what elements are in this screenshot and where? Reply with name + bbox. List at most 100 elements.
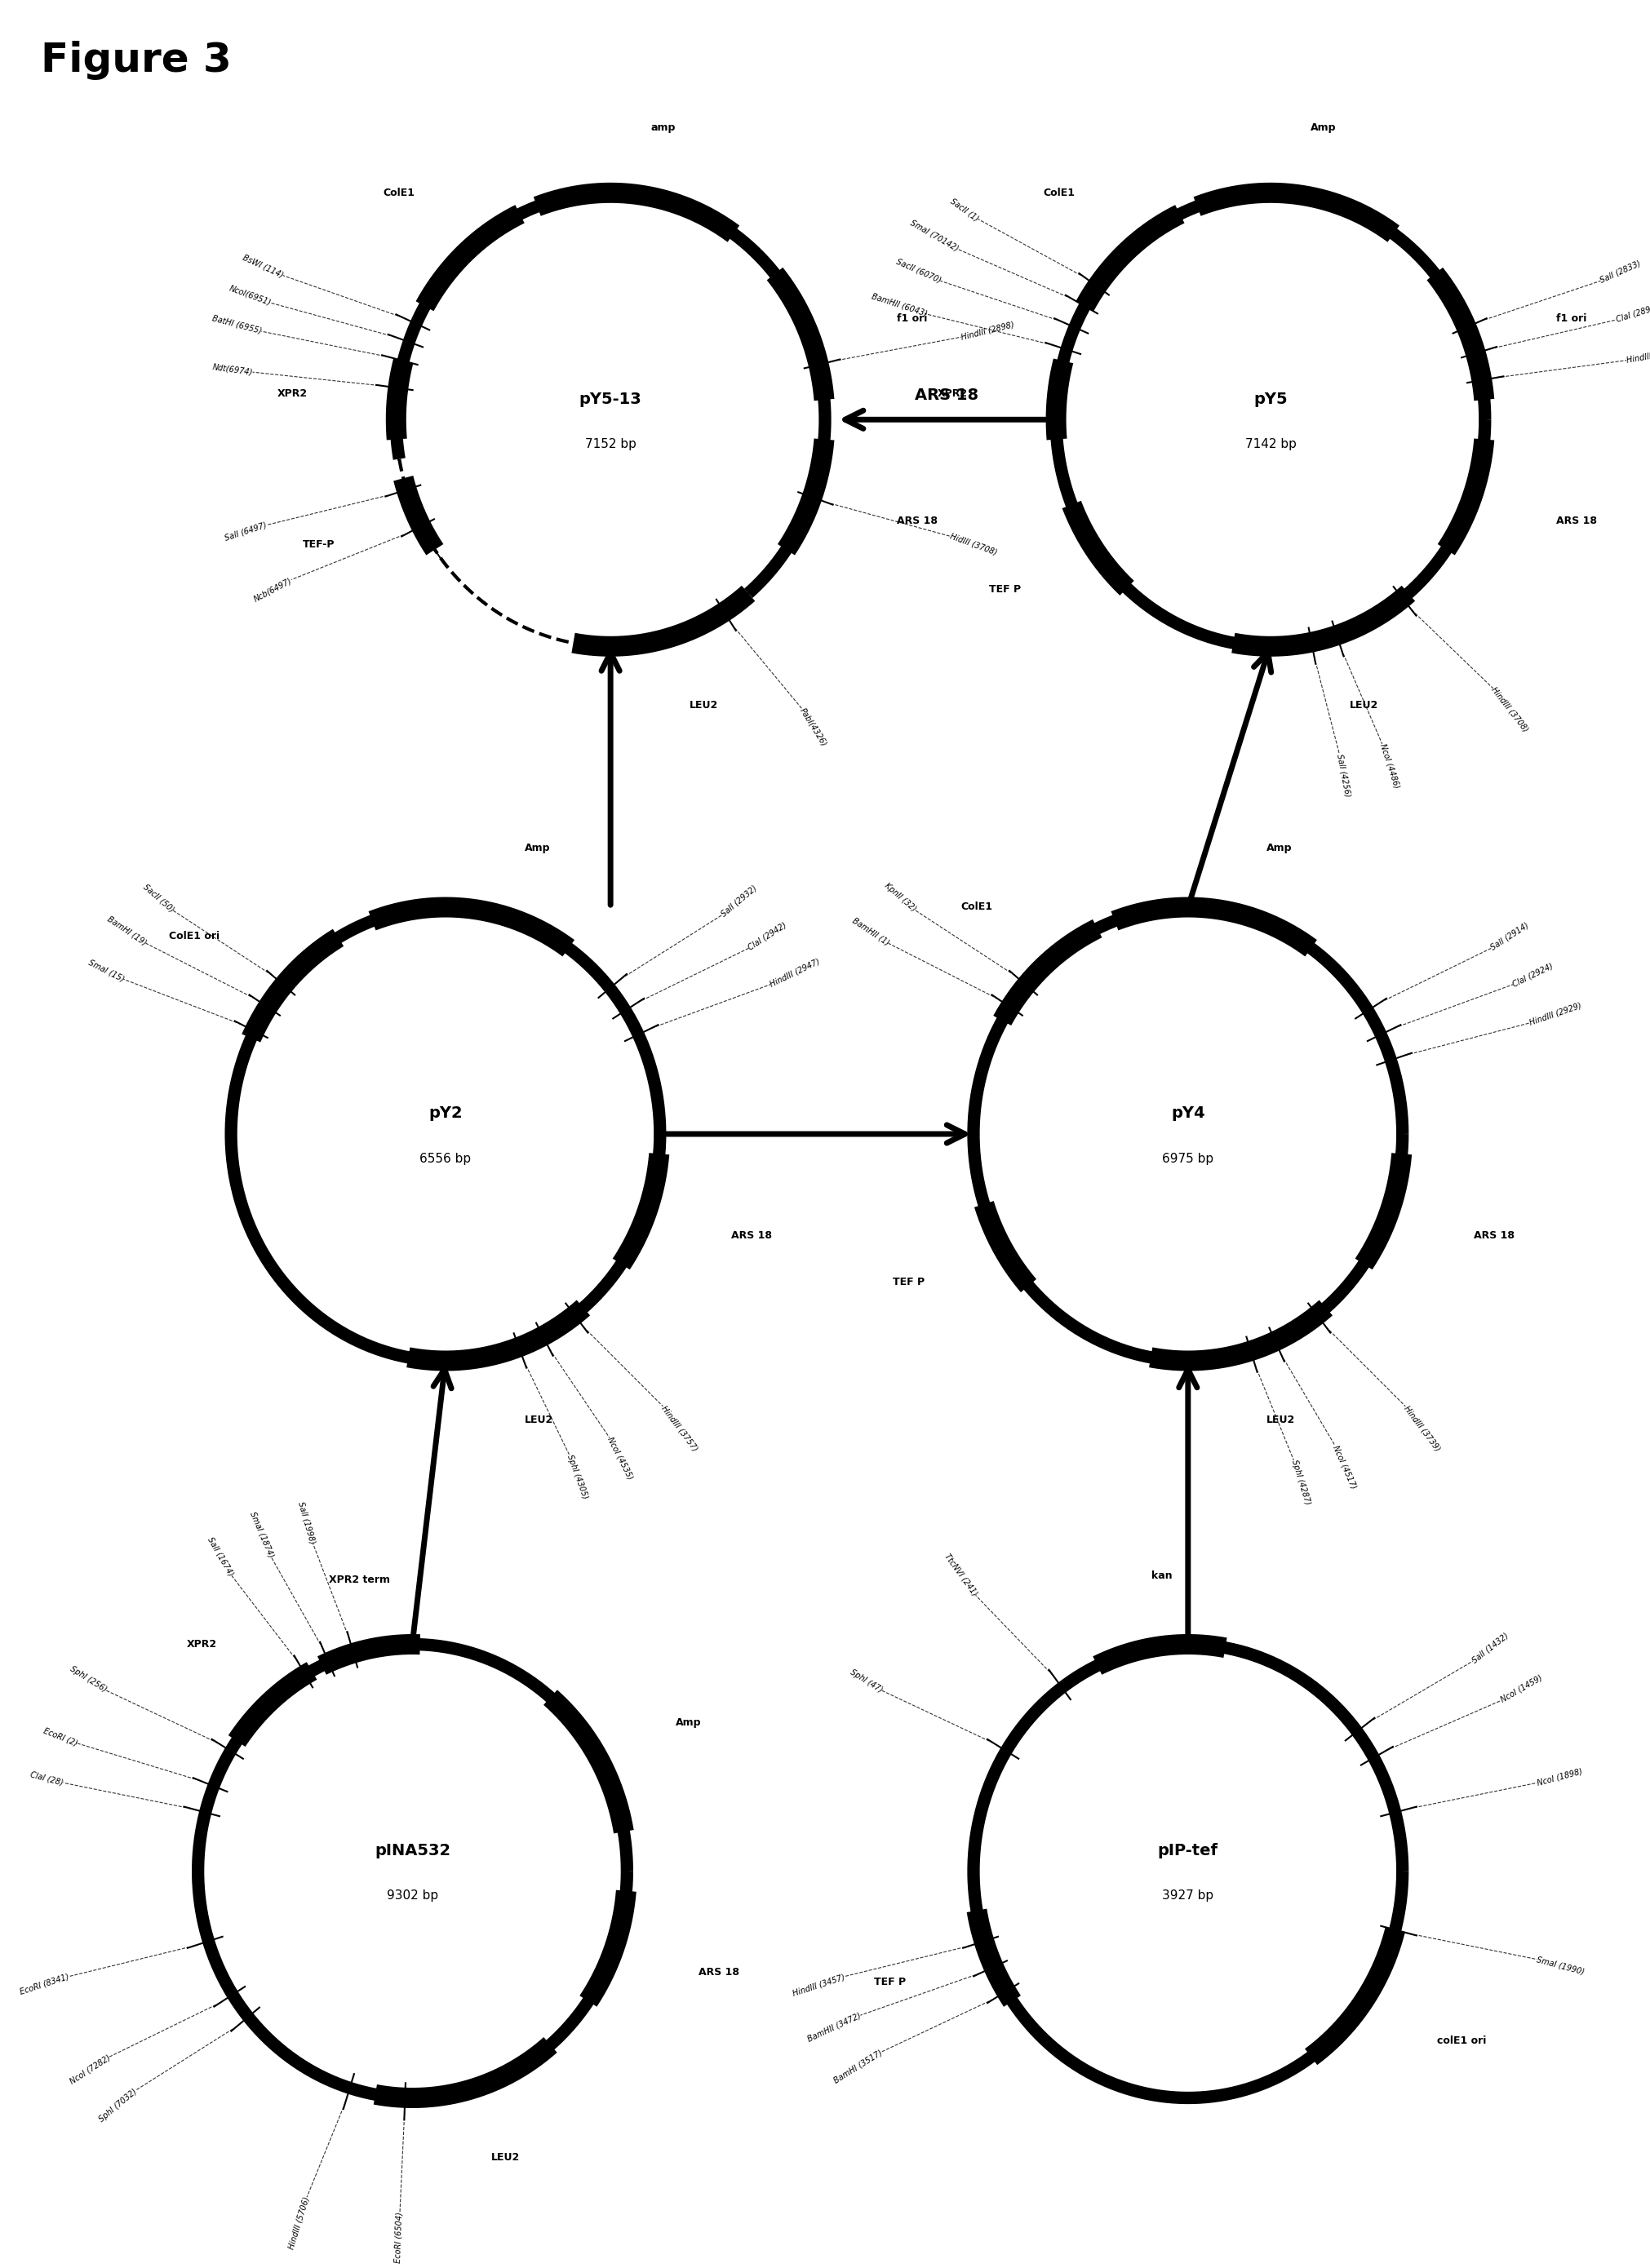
Polygon shape <box>1482 417 1487 463</box>
Text: SacII (1): SacII (1) <box>949 197 980 222</box>
Polygon shape <box>1399 1132 1404 1177</box>
Text: EcoRI (6504): EcoRI (6504) <box>394 2211 404 2263</box>
Polygon shape <box>762 256 789 293</box>
Polygon shape <box>822 417 827 463</box>
Text: BatHI (6955): BatHI (6955) <box>211 315 262 336</box>
Polygon shape <box>302 1656 343 1676</box>
Text: NcoI (4517): NcoI (4517) <box>1332 1445 1358 1490</box>
Polygon shape <box>414 286 436 324</box>
Text: 3927 bp: 3927 bp <box>1162 1889 1214 1901</box>
Text: ARS 18: ARS 18 <box>896 515 937 526</box>
Text: ClaI (2924): ClaI (2924) <box>1511 962 1554 989</box>
Text: 7152 bp: 7152 bp <box>584 438 637 449</box>
Text: ARS 18: ARS 18 <box>1556 515 1597 526</box>
Text: TEF P: TEF P <box>893 1277 924 1288</box>
Polygon shape <box>1391 578 1424 608</box>
Text: ARS 18: ARS 18 <box>698 1966 739 1978</box>
Text: NcoI (1459): NcoI (1459) <box>1498 1674 1543 1703</box>
Text: ColE1: ColE1 <box>383 188 414 197</box>
Text: NcoI (4486): NcoI (4486) <box>1378 742 1401 789</box>
Text: Figure 3: Figure 3 <box>41 41 231 79</box>
Text: SalI (1432): SalI (1432) <box>1470 1631 1510 1665</box>
Text: BamHII (3472): BamHII (3472) <box>807 2012 863 2043</box>
Text: XPR2: XPR2 <box>937 388 967 399</box>
Text: HindIII (2929): HindIII (2929) <box>1528 1002 1582 1027</box>
Text: HindIII (2898): HindIII (2898) <box>1625 347 1650 365</box>
Text: Amp: Amp <box>1310 122 1336 134</box>
Polygon shape <box>1422 256 1449 293</box>
Text: 6975 bp: 6975 bp <box>1162 1152 1214 1163</box>
Text: ColE1 ori: ColE1 ori <box>168 930 219 941</box>
Text: kan: kan <box>1152 1572 1172 1581</box>
Polygon shape <box>394 417 399 460</box>
Text: Ncb(6497): Ncb(6497) <box>252 576 294 603</box>
Text: NcoI (4535): NcoI (4535) <box>606 1436 634 1481</box>
Polygon shape <box>1094 912 1135 928</box>
Text: Ndt(6974): Ndt(6974) <box>211 363 252 376</box>
Text: BsWI (114): BsWI (114) <box>241 254 285 279</box>
Polygon shape <box>657 1132 662 1177</box>
Polygon shape <box>1054 417 1059 460</box>
Text: XPR2 term: XPR2 term <box>328 1574 391 1585</box>
Text: TEF P: TEF P <box>874 1978 906 1987</box>
Polygon shape <box>1308 1293 1341 1322</box>
Text: LEU2: LEU2 <box>1350 701 1378 710</box>
Text: HidIII (3708): HidIII (3708) <box>949 533 998 558</box>
Text: pINA532: pINA532 <box>375 1844 450 1857</box>
Text: SalI (6497): SalI (6497) <box>224 522 267 542</box>
Text: NcoI (7282): NcoI (7282) <box>68 2053 112 2087</box>
Text: pIP-tef: pIP-tef <box>1158 1844 1218 1857</box>
Text: SalI (1998): SalI (1998) <box>297 1499 317 1545</box>
Text: SmaI (1874): SmaI (1874) <box>249 1510 276 1558</box>
Text: Amp: Amp <box>525 844 549 853</box>
Text: EcoRI (8341): EcoRI (8341) <box>18 1973 69 1996</box>
Polygon shape <box>566 1293 599 1322</box>
Text: ClaI (28): ClaI (28) <box>30 1769 64 1787</box>
Polygon shape <box>992 1000 1013 1039</box>
Text: LEU2: LEU2 <box>1267 1415 1295 1424</box>
Text: 7142 bp: 7142 bp <box>1244 438 1297 449</box>
Text: Amp: Amp <box>1267 844 1292 853</box>
Text: SalI (2833): SalI (2833) <box>1599 259 1642 284</box>
Polygon shape <box>535 1683 568 1712</box>
Text: ColE1: ColE1 <box>1043 188 1074 197</box>
Text: ClaI (2893): ClaI (2893) <box>1615 304 1650 324</box>
Text: LEU2: LEU2 <box>690 701 718 710</box>
Text: SalI (4256): SalI (4256) <box>1335 753 1351 798</box>
Text: TEF-P: TEF-P <box>302 540 335 551</box>
Text: HindIII (3708): HindIII (3708) <box>1490 685 1530 735</box>
Polygon shape <box>224 1721 249 1760</box>
Text: ARS 18: ARS 18 <box>1473 1229 1515 1241</box>
Polygon shape <box>422 531 447 567</box>
Text: SmaI (1990): SmaI (1990) <box>1536 1955 1586 1975</box>
Text: 6556 bp: 6556 bp <box>419 1152 472 1163</box>
Text: SphI (256): SphI (256) <box>69 1665 109 1694</box>
Text: ARS 18: ARS 18 <box>914 388 978 404</box>
Text: HindIII (2947): HindIII (2947) <box>769 957 822 989</box>
Polygon shape <box>624 1869 629 1914</box>
Text: HindIII (2898): HindIII (2898) <box>960 320 1015 340</box>
Text: SalI (2914): SalI (2914) <box>1488 921 1530 953</box>
Text: f1 ori: f1 ori <box>896 313 927 324</box>
Text: LEU2: LEU2 <box>492 2152 520 2161</box>
Text: SphI (4305): SphI (4305) <box>566 1454 589 1499</box>
Text: EcoRI (2): EcoRI (2) <box>43 1726 79 1746</box>
Polygon shape <box>731 578 764 608</box>
Text: HindIII (3757): HindIII (3757) <box>660 1404 700 1452</box>
Text: BamHI (19): BamHI (19) <box>106 914 148 946</box>
Text: SmaI (70142): SmaI (70142) <box>909 218 960 252</box>
Text: ARS 18: ARS 18 <box>731 1229 772 1241</box>
Text: SphI (4287): SphI (4287) <box>1290 1458 1312 1506</box>
Text: SacII (6070): SacII (6070) <box>894 259 942 284</box>
Polygon shape <box>1074 286 1096 324</box>
Text: TtcNVI (241): TtcNVI (241) <box>942 1551 978 1597</box>
Text: pY2: pY2 <box>429 1107 462 1120</box>
Text: pY5: pY5 <box>1254 392 1287 406</box>
Text: NcoI (1898): NcoI (1898) <box>1536 1767 1582 1787</box>
Text: SaII (2932): SaII (2932) <box>719 885 759 919</box>
Text: HindIII (3739): HindIII (3739) <box>1402 1404 1442 1452</box>
Text: XPR2: XPR2 <box>186 1640 216 1649</box>
Text: amp: amp <box>652 122 676 134</box>
Text: f1 ori: f1 ori <box>1556 313 1587 324</box>
Text: PabI(4326): PabI(4326) <box>799 708 828 748</box>
